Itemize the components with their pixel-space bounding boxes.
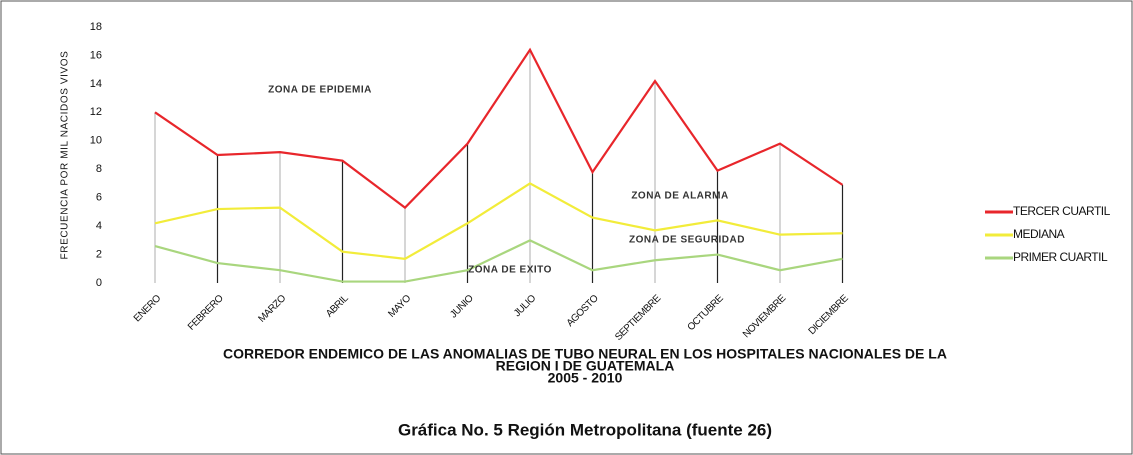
y-tick-label: 12 [90,106,102,118]
zone-label: ZONA DE EXITO [468,265,552,276]
y-tick-label: 8 [96,163,102,175]
legend-label: MEDIANA [1013,227,1065,241]
zone-label: ZONA DE SEGURIDAD [629,235,745,246]
chart-subtitle: Gráfica No. 5 Región Metropolitana (fuen… [398,420,772,439]
y-tick-label: 10 [90,135,102,147]
y-tick-label: 0 [96,277,102,289]
series-line [154,239,843,283]
zone-label: ZONA DE ALARMA [631,191,728,202]
y-tick-label: 18 [90,21,102,33]
zone-label: ZONA DE EPIDEMIA [268,85,372,96]
series-line [154,182,843,260]
chart-title: 2005 - 2010 [548,370,623,386]
chart-title: CORREDOR ENDEMICO DE LAS ANOMALIAS DE TU… [223,346,947,362]
y-tick-label: 14 [90,78,102,90]
y-tick-label: 2 [96,248,102,260]
legend-label: PRIMER CUARTIL [1013,250,1108,264]
chart-title: REGION I DE GUATEMALA [496,358,675,374]
y-tick-label: 4 [96,220,102,232]
series-line [154,47,844,210]
legend-label: TERCER CUARTIL [1013,204,1111,218]
y-tick-label: 6 [96,192,102,204]
y-tick-label: 16 [90,49,102,61]
y-axis-label: FRECUENCIA POR MIL NACIDOS VIVOS [60,51,71,260]
